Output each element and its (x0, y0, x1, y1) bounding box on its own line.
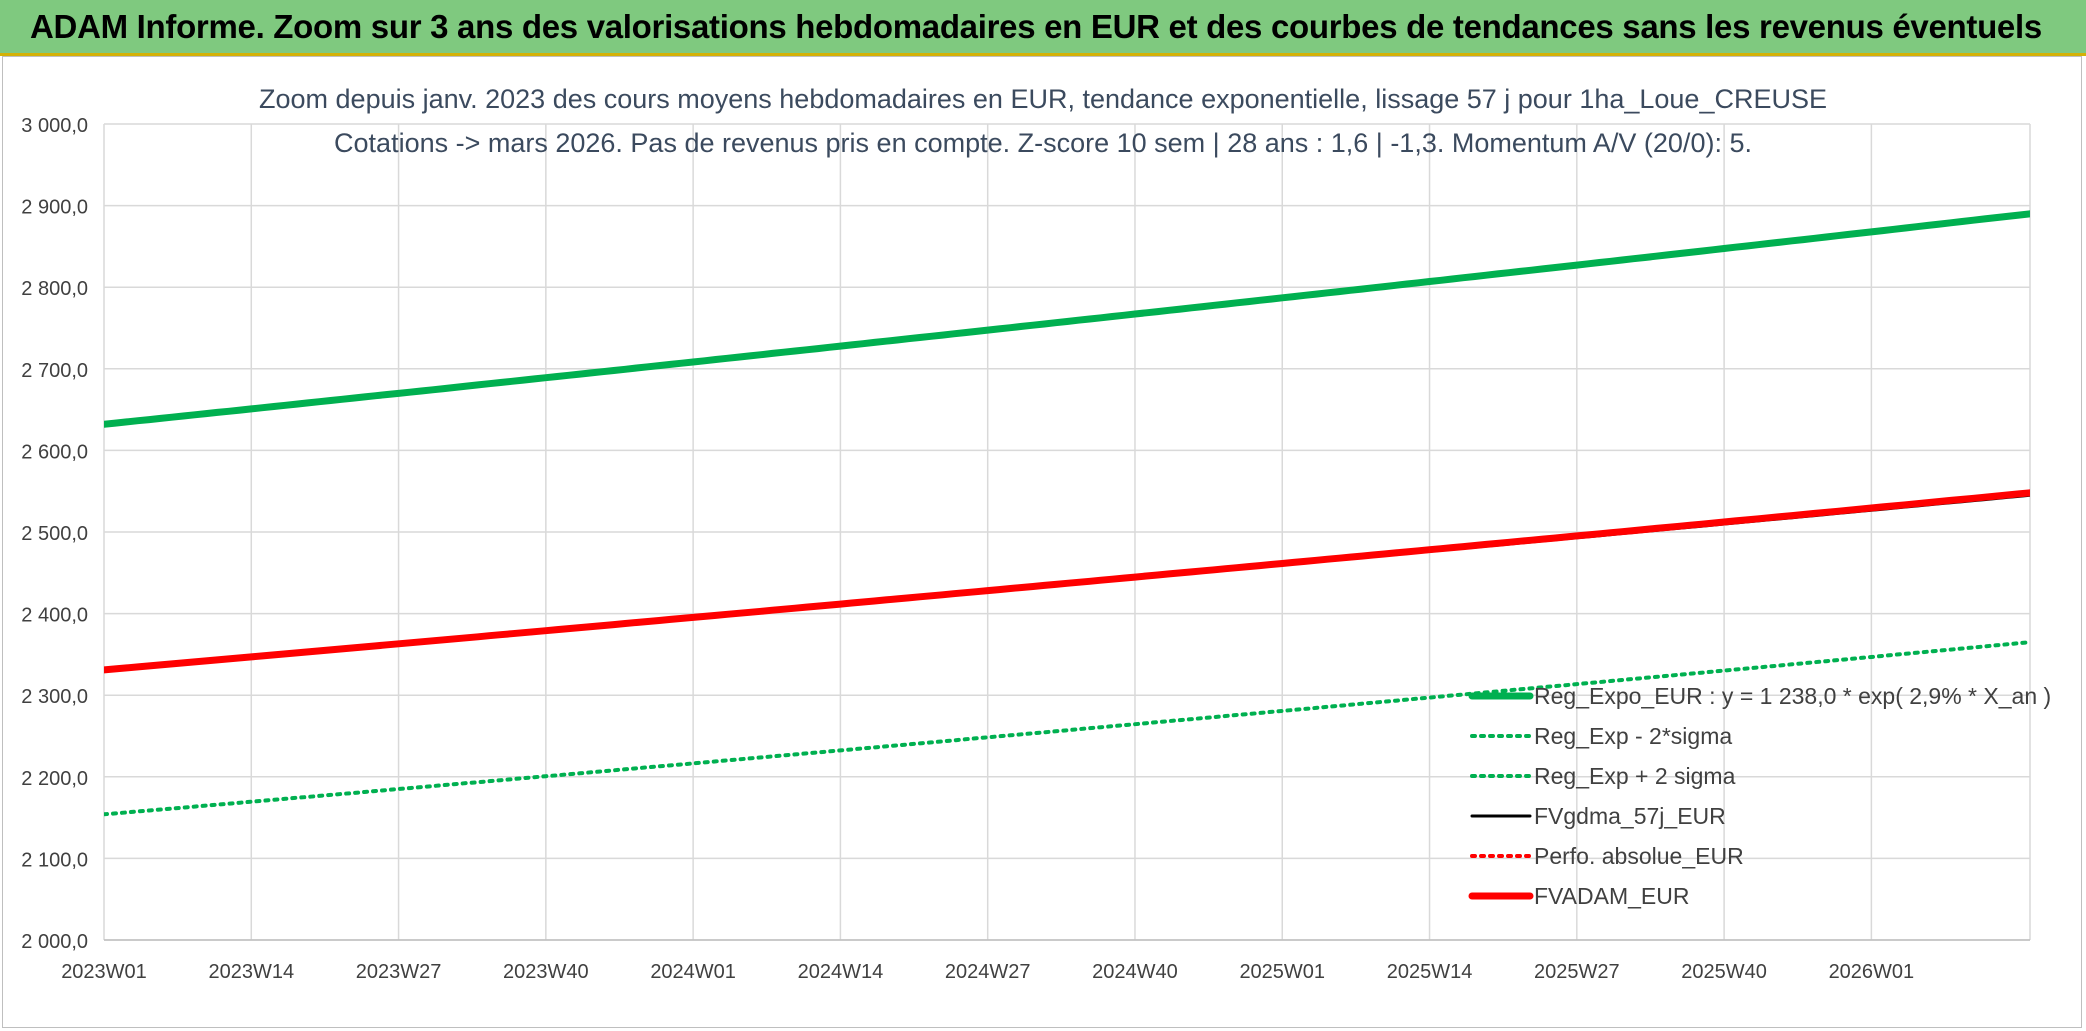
y-tick-label: 2 000,0 (21, 931, 88, 953)
legend-label: Reg_Expo_EUR : y = 1 238,0 * exp( 2,9% *… (1534, 683, 2051, 709)
legend: Reg_Expo_EUR : y = 1 238,0 * exp( 2,9% *… (1468, 683, 2051, 909)
legend-label: FVgdma_57j_EUR (1534, 803, 1726, 829)
y-axis: 2 000,0 2 100,0 2 200,0 2 300,0 2 400,0 2 500… (21, 115, 88, 953)
x-tick-label: 2025W14 (1387, 961, 1473, 983)
x-axis: 2023W01 2023W14 2023W27 2023W40 2024W01 2024W… (61, 939, 2030, 983)
legend-label: FVADAM_EUR (1534, 883, 1690, 909)
x-tick-label: 2025W27 (1534, 961, 1620, 983)
x-tick-label: 2025W40 (1681, 961, 1767, 983)
y-tick-label: 3 000,0 (21, 115, 88, 137)
x-tick-label: 2023W01 (61, 961, 147, 983)
y-tick-label: 2 900,0 (21, 197, 88, 219)
chart-title: Zoom depuis janv. 2023 des cours moyens … (259, 84, 1827, 114)
series-line-1 (104, 640, 2030, 817)
y-tick-label: 2 200,0 (21, 768, 88, 790)
x-tick-label: 2024W14 (798, 961, 884, 983)
legend-label: Reg_Exp - 2*sigma (1534, 723, 1732, 749)
chart-subtitle: Cotations -> mars 2026. Pas de revenus p… (334, 128, 1752, 158)
chart-frame (2, 56, 2082, 1028)
y-tick-label: 2 700,0 (21, 360, 88, 382)
x-tick-label: 2026W01 (1829, 961, 1915, 983)
x-tick-label: 2023W40 (503, 961, 589, 983)
y-tick-label: 2 300,0 (21, 686, 88, 708)
legend-label: Perfo. absolue_EUR (1534, 843, 1744, 869)
y-tick-label: 2 600,0 (21, 441, 88, 463)
series-lines (104, 210, 2030, 817)
report-banner: ADAM Informe. Zoom sur 3 ans des valoris… (0, 0, 2086, 56)
y-tick-label: 2 400,0 (21, 605, 88, 627)
report-title: ADAM Informe. Zoom sur 3 ans des valoris… (30, 8, 2042, 45)
x-tick-label: 2023W27 (356, 961, 442, 983)
y-tick-label: 2 500,0 (21, 523, 88, 545)
y-tick-label: 2 100,0 (21, 849, 88, 871)
series-line-5 (104, 489, 2030, 674)
series-line-0 (104, 210, 2030, 428)
x-tick-label: 2023W14 (208, 961, 294, 983)
legend-label: Reg_Exp + 2 sigma (1534, 763, 1736, 789)
x-tick-label: 2024W01 (650, 961, 736, 983)
x-tick-label: 2024W40 (1092, 961, 1178, 983)
gridlines (103, 123, 2031, 941)
x-tick-label: 2024W27 (945, 961, 1031, 983)
y-tick-label: 2 800,0 (21, 278, 88, 300)
x-tick-label: 2025W01 (1239, 961, 1325, 983)
